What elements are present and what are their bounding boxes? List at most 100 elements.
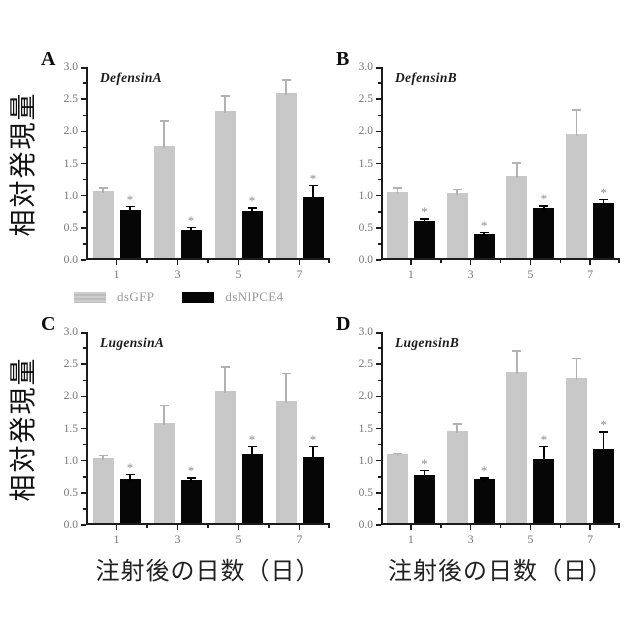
y-major-tick — [81, 98, 86, 100]
y-major-tick — [81, 194, 86, 197]
x-tick-label: 1 — [113, 267, 120, 281]
y-minor-tick — [83, 243, 86, 245]
error-whisker-dsGFP-day5 — [224, 366, 226, 394]
x-major-tick — [237, 260, 240, 265]
y-tick-label: 0.5 — [358, 486, 373, 499]
x-minor-tick — [440, 525, 442, 528]
significance-marker-dsNlPCE4-day7: * — [600, 184, 607, 200]
error-cap-dsGFP-day5 — [220, 366, 230, 368]
error-whisker-dsNlPCE4-day7 — [602, 431, 605, 451]
error-cap-dsNlPCE4-day3 — [186, 226, 196, 229]
y-tick-label: 2.0 — [358, 125, 373, 138]
error-whisker-dsGFP-day3 — [163, 404, 165, 426]
x-major-tick — [237, 525, 240, 530]
x-axis-title-c: 注射後の日数（日） — [95, 559, 321, 585]
bar-dsNlPCE4-day3 — [180, 479, 202, 523]
significance-marker-dsNlPCE4-day3: * — [187, 463, 195, 479]
bar-dsGFP-day1 — [386, 192, 408, 258]
bar-dsGFP-day5 — [214, 391, 236, 523]
x-minor-tick — [499, 260, 502, 263]
error-whisker-dsNlPCE4-day3 — [190, 477, 192, 482]
error-whisker-dsGFP-day5 — [516, 162, 518, 178]
significance-marker-dsNlPCE4-day1: * — [421, 204, 428, 220]
y-tick-label: 2.5 — [63, 358, 78, 371]
x-minor-tick — [146, 260, 148, 263]
legend-item-dsgfp: dsGFP — [74, 289, 154, 305]
significance-marker-dsNlPCE4-day5: * — [540, 431, 548, 447]
y-minor-tick — [83, 82, 86, 84]
x-minor-tick — [146, 525, 148, 528]
error-whisker-dsGFP-day7 — [285, 79, 287, 95]
y-minor-tick — [378, 146, 381, 149]
error-whisker-dsNlPCE4-day5 — [543, 445, 545, 461]
panel-letter-b: B — [336, 48, 350, 70]
y-tick-label: 3.0 — [358, 61, 373, 73]
panel-letter-c: C — [41, 313, 56, 335]
error-whisker-dsGFP-day5 — [224, 95, 226, 114]
bar-dsNlPCE4-day3 — [473, 479, 495, 523]
error-whisker-dsNlPCE4-day3 — [483, 477, 485, 482]
y-tick-label: 2.0 — [358, 390, 373, 403]
x-major-tick — [589, 525, 591, 530]
x-axis-line — [86, 523, 330, 525]
error-cap-dsGFP-day1 — [98, 454, 108, 457]
y-major-tick — [376, 427, 381, 430]
y-major-tick — [81, 395, 86, 398]
significance-marker-dsNlPCE4-day3: * — [187, 212, 195, 228]
x-minor-tick — [268, 260, 270, 263]
x-major-tick — [298, 525, 301, 530]
y-tick-label: 1.5 — [358, 422, 373, 435]
y-tick-label: 1.0 — [63, 189, 78, 202]
error-cap-dsGFP-day3 — [159, 404, 169, 407]
y-major-tick — [81, 524, 86, 526]
y-major-tick — [81, 427, 86, 430]
x-tick-label: 7 — [296, 267, 303, 281]
x-axis-line — [86, 258, 330, 260]
y-tick-label: 0.0 — [358, 254, 373, 266]
x-tick-label: 5 — [527, 267, 534, 281]
error-cap-dsNlPCE4-day5 — [539, 445, 549, 448]
significance-marker-dsNlPCE4-day7: * — [309, 431, 317, 447]
error-whisker-dsNlPCE4-day7 — [312, 445, 314, 460]
y-major-tick — [376, 98, 381, 100]
panel-title-d: LugensinB — [395, 335, 460, 350]
bar-dsGFP-day3 — [446, 431, 468, 523]
error-cap-dsGFP-day1 — [98, 187, 108, 189]
bar-dsGFP-day3 — [153, 423, 175, 523]
y-major-tick — [376, 492, 381, 494]
y-major-tick — [81, 162, 86, 165]
y-axis-line — [86, 67, 88, 260]
y-tick-label: 3.0 — [358, 326, 373, 338]
error-cap-dsGFP-day3 — [452, 423, 462, 425]
y-tick-label: 1.5 — [358, 157, 373, 170]
bar-dsNlPCE4-day3 — [473, 234, 495, 258]
x-minor-tick — [207, 260, 209, 263]
error-cap-dsNlPCE4-day1 — [419, 469, 429, 472]
bar-dsNlPCE4-day7 — [593, 449, 615, 523]
x-major-tick — [115, 525, 118, 530]
error-whisker-dsNlPCE4-day7 — [602, 198, 605, 205]
error-whisker-dsGFP-day3 — [456, 188, 458, 195]
y-major-tick — [81, 492, 86, 494]
x-major-tick — [410, 260, 412, 265]
significance-marker-dsNlPCE4-day7: * — [600, 417, 607, 433]
error-whisker-dsGFP-day1 — [396, 187, 399, 195]
significance-marker-dsNlPCE4-day5: * — [248, 193, 256, 209]
legend-item-dsnlpce4: dsNlPCE4 — [182, 289, 283, 305]
x-major-tick — [469, 525, 472, 530]
y-minor-tick — [378, 178, 381, 181]
x-major-tick — [410, 525, 412, 530]
bar-dsNlPCE4-day1 — [119, 479, 141, 523]
error-cap-dsNlPCE4-day1 — [419, 218, 429, 220]
y-minor-tick — [83, 211, 86, 213]
y-axis-label-row2: 相対発現量 — [8, 356, 39, 502]
error-cap-dsGFP-day5 — [220, 95, 230, 97]
error-whisker-dsGFP-day1 — [396, 452, 399, 457]
x-minor-tick — [559, 260, 561, 263]
y-tick-label: 0.0 — [63, 254, 78, 266]
error-cap-dsGFP-day7 — [572, 109, 582, 111]
error-cap-dsNlPCE4-day5 — [539, 205, 549, 207]
x-tick-label: 7 — [587, 267, 594, 281]
error-whisker-dsNlPCE4-day3 — [190, 226, 192, 232]
